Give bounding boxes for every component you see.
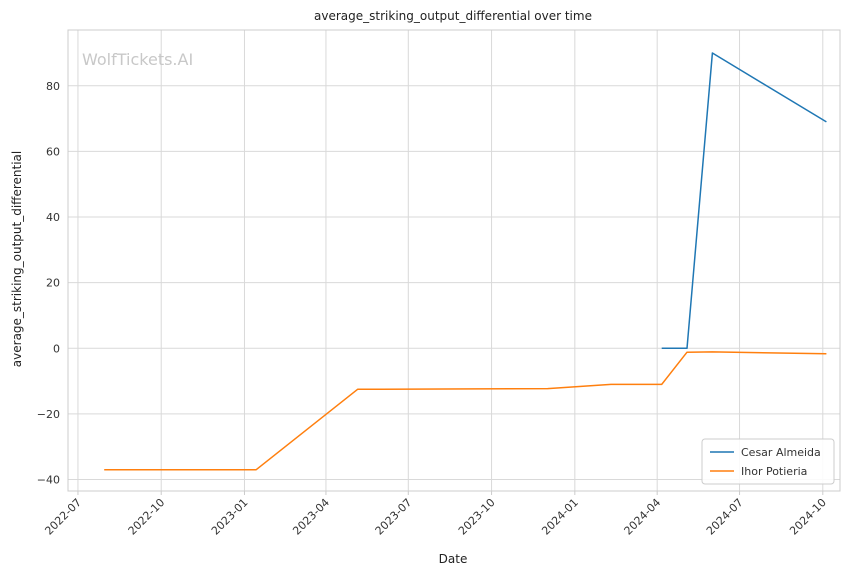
y-tick-label: 60 [46, 145, 60, 158]
x-axis-title: Date [439, 552, 468, 566]
y-tick-label: 0 [53, 342, 60, 355]
plot-area [67, 29, 841, 492]
legend-label-cesar-almeida: Cesar Almeida [741, 446, 821, 459]
series-lines [104, 52, 827, 471]
plot-border [67, 29, 841, 492]
legend-label-ihor-potieria: Ihor Potieria [741, 465, 807, 478]
plot-frame [68, 30, 840, 491]
y-tick-label: 20 [46, 277, 60, 290]
chart-title: average_striking_output_differential ove… [314, 9, 592, 23]
y-tick-label: 40 [46, 211, 60, 224]
series-line-ihor-potieria [104, 351, 827, 471]
legend: Cesar Almeida Ihor Potieria [701, 438, 835, 485]
y-axis-title: average_striking_output_differential [10, 151, 24, 367]
y-tick-label: 80 [46, 80, 60, 93]
legend-box [701, 438, 835, 485]
watermark-text: WolfTickets.AI [82, 50, 193, 69]
y-tick-label: −20 [37, 408, 60, 421]
series-line-cesar-almeida [661, 52, 827, 350]
y-axis-ticks: −40 −20 0 20 40 60 80 [37, 80, 60, 487]
y-tick-label: −40 [37, 474, 60, 487]
